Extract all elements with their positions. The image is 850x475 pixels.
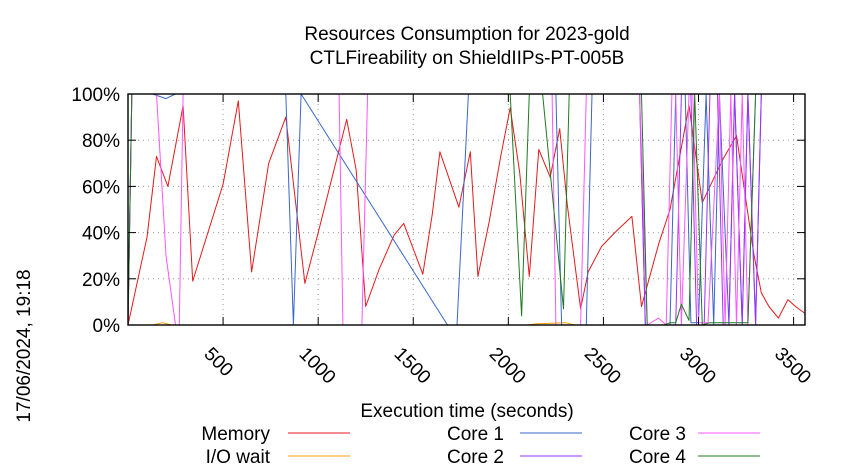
series-line-core-3 — [127, 93, 805, 326]
legend-label-core-1: Core 1 — [447, 424, 504, 445]
legend-label-core-3: Core 3 — [629, 424, 686, 445]
y-axis-ticks: 0% 20% 40% 60% 80% 100% — [71, 85, 805, 337]
x-tick-label: 1000 — [295, 344, 340, 389]
x-axis-label: Execution time (seconds) — [360, 401, 573, 422]
x-axis-ticks: 500 1000 1500 2000 2500 3000 3500 — [200, 94, 815, 388]
x-tick-label: 1500 — [390, 344, 435, 389]
series-lines — [127, 93, 806, 326]
y-tick-label: 40% — [82, 224, 120, 245]
legend-label-memory: Memory — [201, 424, 270, 445]
plot-frame — [127, 93, 806, 326]
y-tick-label: 60% — [82, 177, 120, 198]
y-tick-label: 100% — [71, 85, 120, 106]
chart-title-line-1: Resources Consumption for 2023-gold — [304, 24, 629, 45]
series-line-core-1 — [127, 93, 805, 326]
series-line-memory — [127, 100, 806, 326]
y-tick-label: 20% — [82, 270, 120, 291]
timestamp: 17/06/2024, 19:18 — [14, 269, 35, 422]
x-tick-label: 3500 — [770, 344, 815, 389]
y-tick-label: 0% — [93, 316, 121, 337]
legend-label-core-2: Core 2 — [447, 447, 504, 468]
x-tick-label: 3000 — [675, 344, 720, 389]
x-tick-label: 2000 — [485, 344, 530, 389]
legend-label-i-o-wait: I/O wait — [206, 447, 271, 468]
x-tick-label: 500 — [200, 344, 237, 381]
legend-label-core-4: Core 4 — [629, 447, 686, 468]
x-tick-label: 2500 — [580, 344, 625, 389]
chart-title-line-2: CTLFireability on ShieldIIPs-PT-005B — [310, 48, 625, 69]
y-tick-label: 80% — [82, 131, 120, 152]
